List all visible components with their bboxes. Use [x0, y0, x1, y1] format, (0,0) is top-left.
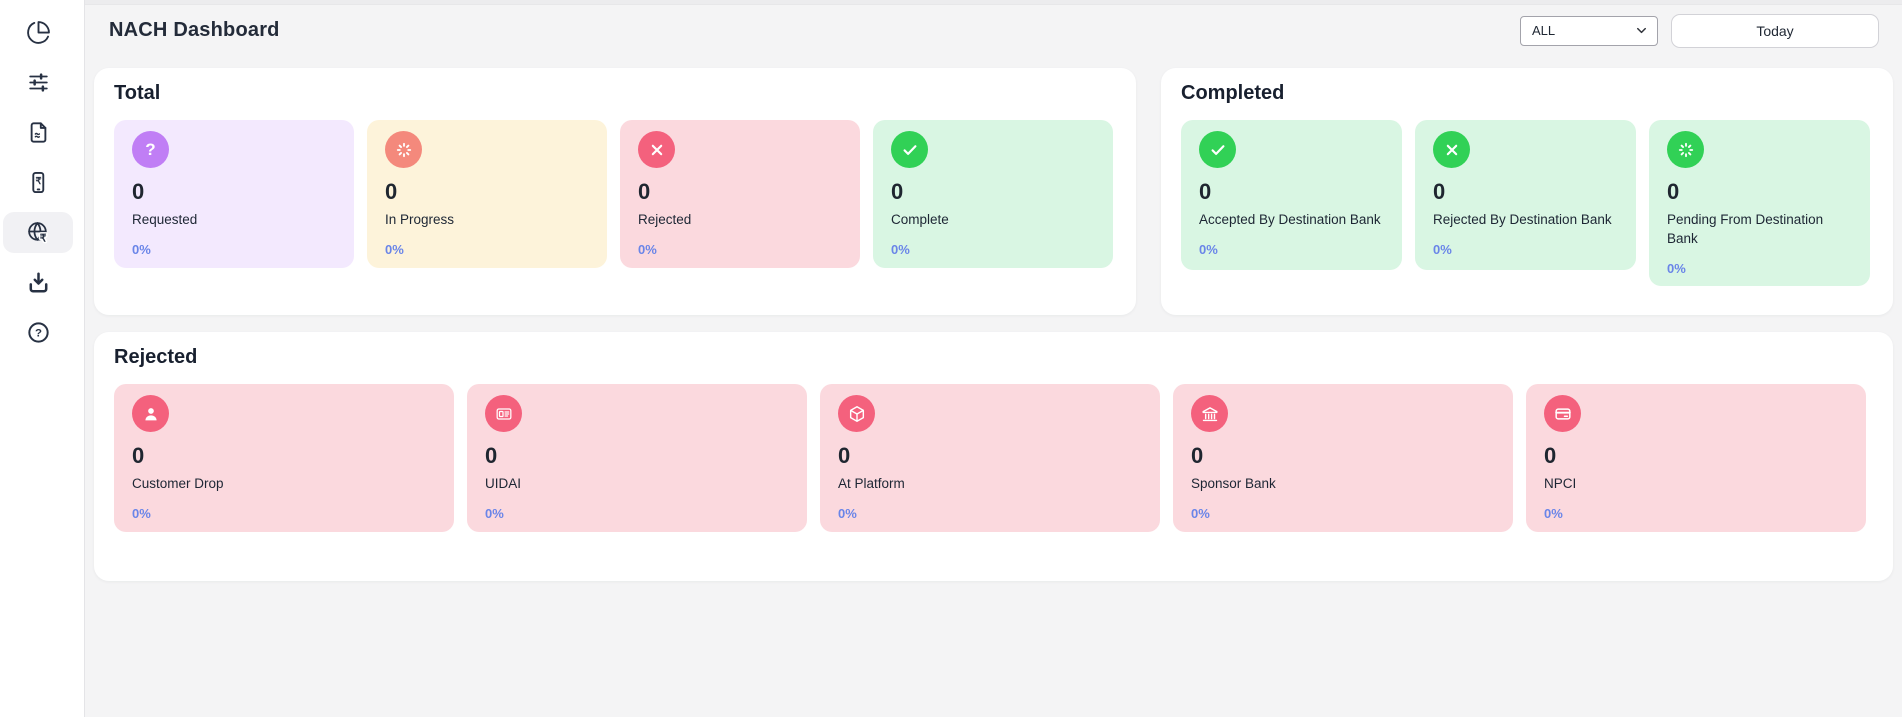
stat-card-customer-drop: 0 Customer Drop 0% — [114, 384, 454, 532]
chevron-down-icon — [1634, 23, 1649, 38]
sidebar-item-sliders[interactable] — [3, 62, 73, 103]
stat-card-sponsor-bank: 0 Sponsor Bank 0% — [1173, 384, 1513, 532]
total-panel: Total ? 0 Requested 0% 0 In Progress 0% … — [94, 68, 1136, 315]
sidebar-item-globe-rupee[interactable]: ₹ — [3, 212, 73, 253]
main-area: NACH Dashboard ALL Today Total ? 0 Reque… — [85, 0, 1902, 717]
top-strip — [85, 0, 1902, 5]
header: NACH Dashboard ALL Today — [85, 5, 1902, 56]
stat-card-complete: 0 Complete 0% — [873, 120, 1113, 268]
sidebar-item-download[interactable] — [3, 262, 73, 303]
stat-percent: 0% — [132, 242, 151, 258]
stat-value: 0 — [1544, 443, 1557, 468]
download-icon — [26, 270, 51, 295]
stat-card-requested: ? 0 Requested 0% — [114, 120, 354, 268]
stat-percent: 0% — [1667, 260, 1686, 276]
top-panels-row: Total ? 0 Requested 0% 0 In Progress 0% … — [94, 68, 1893, 315]
stat-value: 0 — [1433, 179, 1446, 204]
sidebar-item-mobile-rupee[interactable]: ₹ — [3, 162, 73, 203]
completed-panel-title: Completed — [1181, 82, 1285, 104]
stat-value: 0 — [891, 179, 904, 204]
stat-label: Rejected By Destination Bank — [1433, 212, 1612, 228]
stat-card-rejected: 0 Rejected 0% — [620, 120, 860, 268]
stat-card-at-platform: 0 At Platform 0% — [820, 384, 1160, 532]
completed-panel: Completed 0 Accepted By Destination Bank… — [1161, 68, 1893, 315]
mobile-rupee-icon: ₹ — [26, 170, 51, 195]
stat-value: 0 — [838, 443, 851, 468]
package-icon — [838, 395, 875, 432]
stat-label: Rejected — [638, 212, 692, 228]
svg-text:₹: ₹ — [39, 233, 46, 244]
stat-label: Sponsor Bank — [1191, 476, 1276, 492]
filter-select[interactable]: ALL — [1520, 15, 1658, 46]
credit-card-icon — [1544, 395, 1581, 432]
stat-label: Complete — [891, 212, 949, 228]
id-card-icon — [485, 395, 522, 432]
stat-label: Requested — [132, 212, 198, 228]
document-icon — [26, 120, 51, 145]
stat-percent: 0% — [485, 506, 504, 522]
stat-card-uidai: 0 UIDAI 0% — [467, 384, 807, 532]
person-icon — [132, 395, 169, 432]
stat-value: 0 — [132, 443, 145, 468]
sidebar: ₹ ₹? — [0, 0, 85, 717]
stat-value: 0 — [1191, 443, 1204, 468]
stat-label: Customer Drop — [132, 476, 224, 492]
stat-label: NPCI — [1544, 476, 1577, 492]
stat-percent: 0% — [1544, 506, 1563, 522]
completed-cards: 0 Accepted By Destination Bank 0% 0 Reje… — [1181, 120, 1873, 286]
svg-text:?: ? — [35, 327, 42, 339]
stat-value: 0 — [1199, 179, 1212, 204]
x-icon — [1433, 131, 1470, 168]
svg-text:₹: ₹ — [35, 176, 41, 186]
filter-select-value: ALL — [1532, 23, 1556, 38]
stat-card-accepted-by-destination-bank: 0 Accepted By Destination Bank 0% — [1181, 120, 1402, 270]
stat-percent: 0% — [132, 506, 151, 522]
stat-value: 0 — [638, 179, 651, 204]
stat-card-pending-from-destination-bank: 0 Pending From Destination Bank 0% — [1649, 120, 1870, 286]
sliders-icon — [26, 70, 51, 95]
stat-label: Accepted By Destination Bank — [1199, 212, 1381, 228]
stat-label: Pending From Destination Bank — [1667, 212, 1824, 247]
sidebar-item-help[interactable]: ? — [3, 312, 73, 353]
stat-percent: 0% — [1191, 506, 1210, 522]
total-cards: ? 0 Requested 0% 0 In Progress 0% 0 Reje… — [114, 120, 1116, 268]
rejected-panel: Rejected 0 Customer Drop 0% 0 UIDAI 0% 0… — [94, 332, 1893, 581]
stat-percent: 0% — [385, 242, 404, 258]
spinner-icon — [1667, 131, 1704, 168]
stat-percent: 0% — [1199, 242, 1218, 258]
stat-percent: 0% — [638, 242, 657, 258]
rejected-cards: 0 Customer Drop 0% 0 UIDAI 0% 0 At Platf… — [114, 384, 1873, 532]
help-icon: ? — [26, 320, 51, 345]
stat-percent: 0% — [1433, 242, 1452, 258]
stat-value: 0 — [132, 179, 145, 204]
stat-percent: 0% — [838, 506, 857, 522]
header-actions: ALL Today — [1520, 13, 1879, 48]
check-icon — [1199, 131, 1236, 168]
content: Total ? 0 Requested 0% 0 In Progress 0% … — [85, 56, 1902, 581]
stat-label: In Progress — [385, 212, 455, 228]
page-title: NACH Dashboard — [109, 19, 280, 41]
stat-value: 0 — [385, 179, 398, 204]
stat-value: 0 — [485, 443, 498, 468]
stat-percent: 0% — [891, 242, 910, 258]
stat-label: UIDAI — [485, 476, 522, 492]
x-icon — [638, 131, 675, 168]
question-icon: ? — [132, 131, 169, 168]
stat-label: At Platform — [838, 476, 905, 492]
stat-card-rejected-by-destination-bank: 0 Rejected By Destination Bank 0% — [1415, 120, 1636, 270]
bank-icon — [1191, 395, 1228, 432]
stat-card-npci: 0 NPCI 0% — [1526, 384, 1866, 532]
check-icon — [891, 131, 928, 168]
today-button[interactable]: Today — [1671, 13, 1879, 48]
sidebar-item-document[interactable] — [3, 112, 73, 153]
stat-card-in-progress: 0 In Progress 0% — [367, 120, 607, 268]
stat-value: 0 — [1667, 179, 1680, 204]
spinner-icon — [385, 131, 422, 168]
globe-rupee-icon: ₹ — [26, 220, 51, 245]
sidebar-item-pie-chart[interactable] — [3, 12, 73, 53]
pie-chart-icon — [26, 20, 51, 45]
rejected-panel-title: Rejected — [114, 346, 198, 368]
total-panel-title: Total — [114, 82, 161, 104]
